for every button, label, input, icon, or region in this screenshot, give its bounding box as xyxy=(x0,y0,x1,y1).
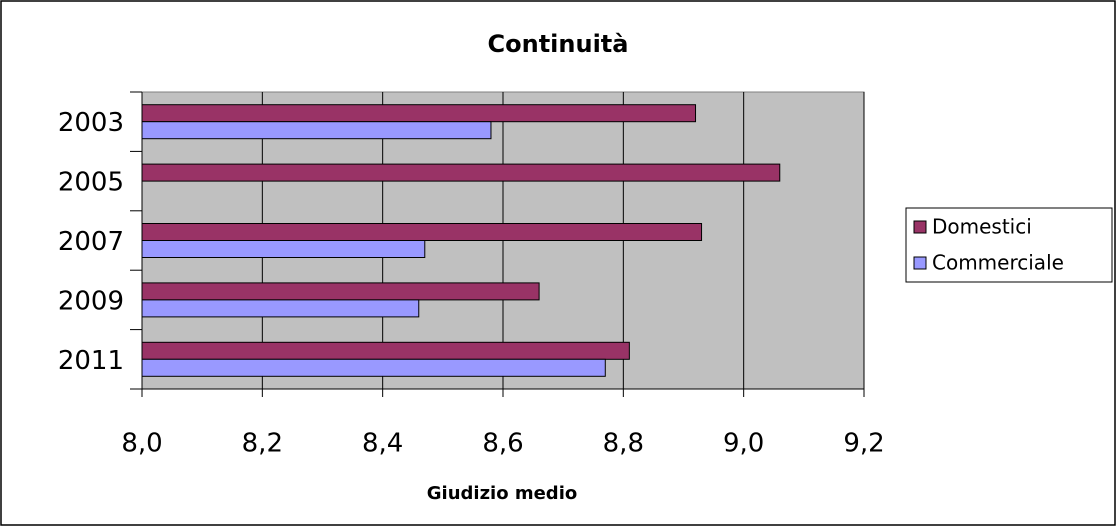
legend-label: Domestici xyxy=(932,215,1032,239)
bar xyxy=(141,358,606,377)
legend-swatch xyxy=(913,220,927,234)
bar xyxy=(141,104,697,123)
x-tick-label: 9,0 xyxy=(723,429,764,459)
bar xyxy=(141,240,426,258)
bar xyxy=(141,341,630,360)
bar xyxy=(141,121,492,140)
bar xyxy=(141,299,420,318)
legend-box xyxy=(905,207,1113,283)
legend-label: Commerciale xyxy=(932,251,1064,275)
x-tick-label: 8,0 xyxy=(121,429,162,459)
x-tick-label: 8,4 xyxy=(362,429,403,459)
chart-title: Continuità xyxy=(488,30,629,58)
x-tick-label: 8,8 xyxy=(603,429,644,459)
y-tick-label: 2007 xyxy=(58,227,124,257)
x-tick-label: 8,6 xyxy=(482,429,523,459)
y-tick-label: 2011 xyxy=(58,346,124,376)
y-tick-label: 2005 xyxy=(58,168,124,198)
x-tick-label: 8,2 xyxy=(242,429,283,459)
y-tick-label: 2003 xyxy=(58,108,124,138)
x-tick-label: 9,2 xyxy=(843,429,884,459)
bar xyxy=(141,282,540,301)
legend-swatch xyxy=(913,256,927,270)
bar xyxy=(141,163,781,182)
y-tick-label: 2009 xyxy=(58,286,124,316)
bar xyxy=(141,223,703,241)
x-axis-label: Giudizio medio xyxy=(427,483,577,504)
